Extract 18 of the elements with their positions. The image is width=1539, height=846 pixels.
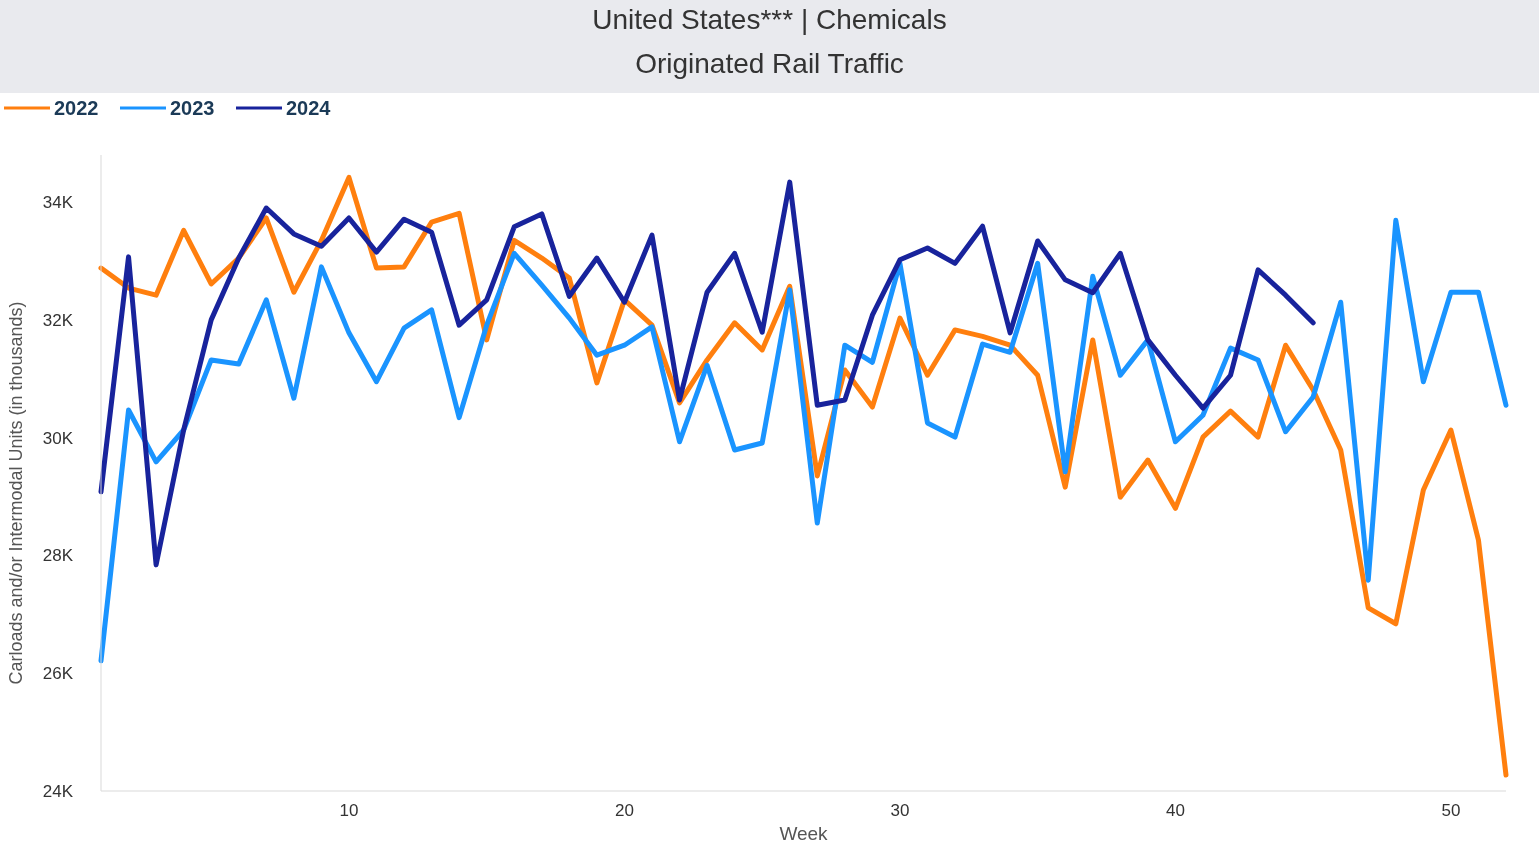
x-tick-label: 10 — [339, 801, 359, 820]
y-tick-label: 24K — [42, 781, 74, 801]
chart-subtitle: Originated Rail Traffic — [635, 48, 904, 79]
legend-label: 2022 — [54, 97, 99, 119]
chart-title: United States*** | Chemicals — [592, 4, 947, 35]
y-tick-label: 32K — [42, 310, 74, 330]
x-tick-label: 40 — [1165, 801, 1185, 820]
y-tick-label: 34K — [42, 193, 74, 213]
y-tick-label: 28K — [42, 546, 74, 566]
x-axis-title: Week — [779, 823, 829, 844]
y-axis-title: Carloads and/or Intermodal Units (in thousands) — [6, 301, 26, 685]
x-tick-label: 20 — [614, 801, 634, 820]
y-tick-label: 30K — [42, 428, 74, 448]
legend-label: 2024 — [286, 97, 332, 119]
x-tick-label: 50 — [1441, 801, 1461, 820]
y-tick-label: 26K — [42, 664, 74, 684]
x-tick-label: 30 — [890, 801, 910, 820]
legend-label: 2023 — [170, 97, 215, 119]
